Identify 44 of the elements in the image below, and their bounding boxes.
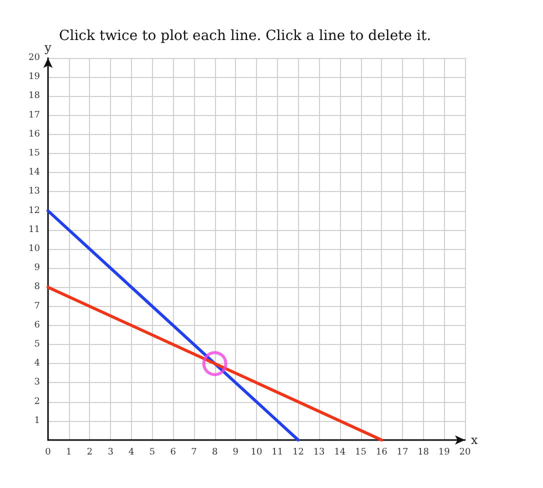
y-tick-label: 13 [28,186,40,197]
x-tick-label: 11 [272,448,284,458]
y-tick-label: 7 [34,301,40,312]
x-tick-label: 3 [108,448,114,458]
x-tick-label: 15 [355,448,367,458]
x-tick-label: 13 [313,448,326,458]
x-tick-label: 4 [128,448,135,458]
y-tick-label: 15 [28,148,40,158]
y-axis-title: y [44,40,52,55]
y-tick-label: 9 [34,263,40,274]
y-tick-label: 18 [28,91,40,102]
y-tick-label: 1 [34,416,40,426]
x-tick-label: 5 [149,448,156,458]
x-tick-label: 9 [232,448,239,458]
y-tick-label: 20 [28,53,40,63]
y-tick-label: 19 [28,72,40,82]
x-tick-label: 0 [45,448,52,458]
y-tick-label: 10 [28,244,40,254]
y-tick-label: 12 [28,206,40,216]
x-tick-label: 14 [334,448,346,458]
y-tick-label: 6 [34,320,40,330]
x-tick-label: 8 [212,448,218,458]
x-tick-label: 6 [170,448,176,458]
x-tick-label: 10 [250,448,262,458]
y-tick-label: 8 [34,282,40,292]
x-tick-label: 7 [191,448,198,458]
y-tick-label: 14 [28,168,40,178]
x-tick-label: 16 [376,448,388,458]
x-tick-label: 12 [292,448,304,458]
y-tick-label: 16 [28,129,40,140]
y-tick-label: 3 [34,378,40,388]
y-tick-label: 17 [28,110,40,120]
x-tick-label: 19 [438,448,450,458]
x-tick-label: 17 [396,448,408,458]
chart-title: Click twice to plot each line. Click a line to delete it. [59,28,432,44]
x-tick-label: 20 [459,448,471,458]
y-tick-label: 2 [34,396,40,407]
x-axis-title: x [471,433,478,447]
x-tick-label: 2 [86,448,93,458]
y-tick-label: 5 [34,340,40,350]
y-tick-label: 4 [34,358,40,369]
x-tick-label: 1 [66,448,72,458]
x-tick-label: 18 [418,448,430,458]
y-tick-label: 11 [28,224,40,235]
